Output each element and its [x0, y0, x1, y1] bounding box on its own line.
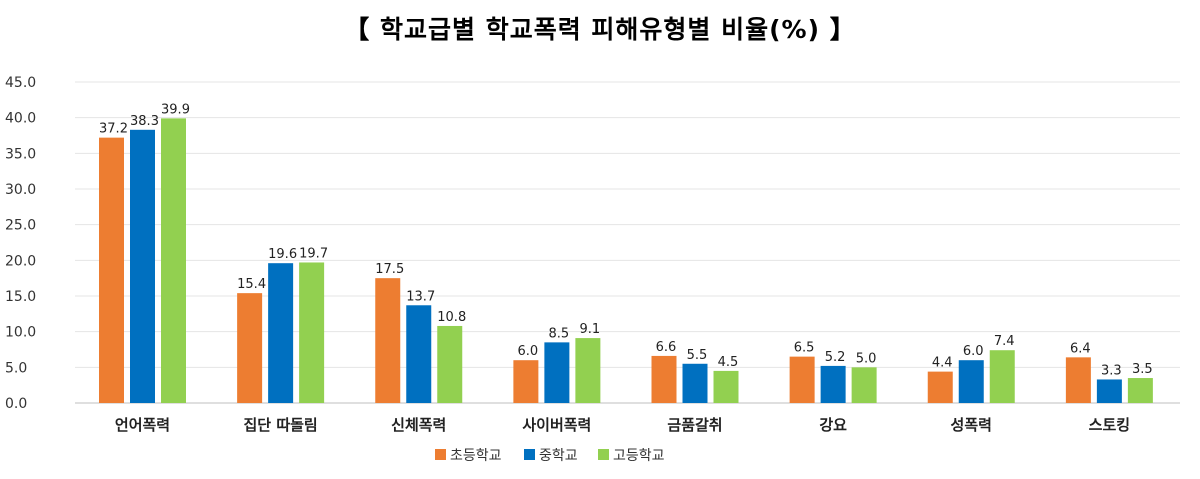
data-label: 10.8: [437, 310, 466, 325]
x-category-label: 성폭력: [951, 416, 992, 434]
data-label: 5.2: [825, 350, 846, 365]
bar: [851, 367, 877, 403]
bar: [406, 305, 432, 403]
legend-swatch: [598, 449, 609, 460]
data-label: 6.0: [518, 344, 539, 359]
data-label: 19.7: [299, 246, 328, 261]
data-label: 38.3: [130, 114, 159, 129]
data-label: 17.5: [375, 262, 404, 277]
y-tick-label: 5.0: [5, 360, 27, 376]
legend-swatch: [435, 449, 446, 460]
data-label: 6.5: [794, 341, 815, 356]
x-category-label: 금품갈취: [667, 416, 722, 434]
data-label: 6.0: [963, 344, 984, 359]
y-tick-label: 10.0: [5, 325, 36, 341]
chart-title: 【 학교급별 학교폭력 피해유형별 비율(%) 】: [344, 15, 856, 44]
bar: [437, 325, 463, 403]
bar: [299, 262, 325, 403]
bar: [1127, 378, 1153, 403]
y-tick-label: 40.0: [5, 111, 36, 127]
legend-label: 고등학교: [613, 448, 665, 464]
data-label: 8.5: [549, 326, 570, 341]
x-category-label: 신체폭력: [391, 416, 446, 434]
bar: [789, 356, 815, 403]
data-label: 39.9: [161, 102, 190, 117]
bar: [268, 263, 294, 403]
x-category-label: 스토킹: [1089, 416, 1130, 434]
bar: [237, 293, 263, 403]
y-tick-label: 0.0: [5, 396, 27, 412]
data-label: 3.5: [1132, 362, 1153, 377]
y-tick-label: 15.0: [5, 289, 36, 305]
data-label: 7.4: [994, 334, 1015, 349]
bar: [651, 355, 677, 403]
x-category-label: 언어폭력: [115, 416, 170, 434]
bar: [682, 363, 708, 403]
data-label: 4.4: [932, 356, 953, 371]
y-tick-label: 20.0: [5, 253, 36, 269]
y-tick-label: 25.0: [5, 218, 36, 234]
data-label: 15.4: [237, 277, 266, 292]
data-label: 19.6: [268, 247, 297, 262]
bar: [575, 338, 601, 403]
bar: [989, 350, 1015, 403]
bar: [161, 118, 186, 403]
bar: [130, 129, 155, 403]
bar: [958, 360, 984, 403]
bar: [99, 137, 124, 403]
data-label: 3.3: [1101, 363, 1122, 378]
data-label: 37.2: [99, 122, 128, 137]
data-label: 4.5: [718, 355, 739, 370]
data-label: 6.6: [656, 340, 677, 355]
data-label: 9.1: [580, 322, 601, 337]
bar: [375, 278, 401, 403]
bar: [513, 360, 539, 403]
bar: [927, 371, 953, 403]
y-tick-label: 35.0: [5, 146, 36, 162]
legend-swatch: [524, 449, 535, 460]
data-label: 6.4: [1070, 341, 1091, 356]
bar: [820, 365, 846, 403]
data-label: 5.5: [687, 348, 708, 363]
bar: [544, 342, 570, 403]
x-category-label: 집단 따돌림: [244, 416, 318, 434]
data-label: 13.7: [406, 289, 435, 304]
legend-label: 중학교: [539, 448, 578, 464]
bar: [713, 370, 739, 403]
legend-label: 초등학교: [450, 448, 502, 464]
bar: [1065, 357, 1091, 403]
y-tick-label: 45.0: [5, 75, 36, 91]
x-category-label: 사이버폭력: [522, 416, 591, 434]
data-label: 5.0: [856, 351, 877, 366]
bar: [1096, 379, 1122, 403]
y-tick-label: 30.0: [5, 182, 36, 198]
x-category-label: 강요: [819, 416, 847, 434]
